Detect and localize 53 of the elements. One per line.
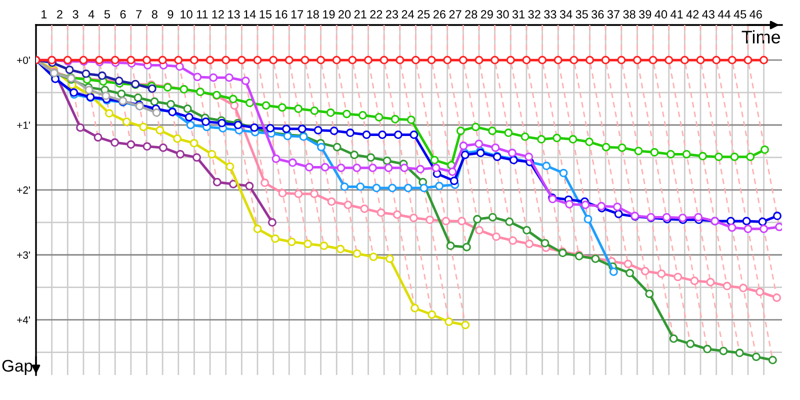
x-tick-label: 23 <box>386 10 398 18</box>
x-tick-label: 6 <box>120 10 126 18</box>
x-tick-label: 29 <box>480 10 493 18</box>
x-tick-label: 41 <box>670 10 683 18</box>
x-tick-label: 15 <box>260 10 272 18</box>
x-tick-label: 42 <box>686 10 699 18</box>
x-tick-label: 3 <box>72 10 78 18</box>
x-tick-label: 19 <box>323 10 335 18</box>
x-tick-label: 5 <box>104 10 110 18</box>
x-tick-label: 18 <box>307 10 319 18</box>
x-tick-label: 7 <box>136 10 142 18</box>
y-tick-label: +3' <box>17 251 30 259</box>
x-tick-label: 25 <box>418 10 430 18</box>
y-tick-label: +1' <box>17 122 30 129</box>
x-tick-label: 11 <box>196 10 208 18</box>
x-tick-label: 30 <box>496 10 509 18</box>
x-tick-label: 31 <box>512 10 525 18</box>
x-tick-label: 24 <box>402 10 414 18</box>
y-tick-label: +2' <box>17 186 30 194</box>
x-tick-label: 45 <box>734 10 746 18</box>
x-tick-label: 32 <box>528 10 540 18</box>
x-tick-label: 17 <box>291 10 304 18</box>
y-tick-label: +4' <box>17 316 30 324</box>
x-tick-label: 20 <box>338 10 351 18</box>
x-tick-label: 33 <box>544 10 556 18</box>
x-tick-label: 9 <box>168 10 174 18</box>
x-tick-label: 38 <box>623 10 636 18</box>
x-tick-label: 28 <box>465 10 478 18</box>
x-tick-label: 40 <box>654 10 668 18</box>
x-tick-label: 43 <box>702 10 714 18</box>
x-tick-label: 16 <box>276 10 288 18</box>
x-tick-label: 21 <box>354 10 366 18</box>
x-tick-label: 36 <box>592 10 604 18</box>
x-tick-label: 46 <box>750 10 762 18</box>
x-tick-label: 26 <box>433 10 446 18</box>
x-tick-label: 13 <box>228 10 240 18</box>
y-axis-title: Gap <box>2 360 32 375</box>
x-tick-label: 27 <box>449 10 462 18</box>
x-tick-label: 37 <box>607 10 620 18</box>
x-tick-label: 1 <box>42 10 47 18</box>
x-tick-label: 22 <box>370 10 382 18</box>
x-tick-label: 34 <box>560 10 572 18</box>
x-tick-label: 35 <box>576 10 588 18</box>
x-tick-label: 14 <box>244 10 256 18</box>
x-tick-label: 12 <box>212 10 224 18</box>
y-tick-label: +0' <box>17 56 30 64</box>
x-tick-label: 8 <box>152 10 158 18</box>
x-axis-title: Time <box>742 30 780 44</box>
x-tick-label: 4 <box>88 10 94 18</box>
x-tick-label: 39 <box>639 10 652 18</box>
x-tick-label: 10 <box>180 10 192 18</box>
x-tick-label: 2 <box>57 10 62 18</box>
x-tick-label: 44 <box>718 10 730 18</box>
